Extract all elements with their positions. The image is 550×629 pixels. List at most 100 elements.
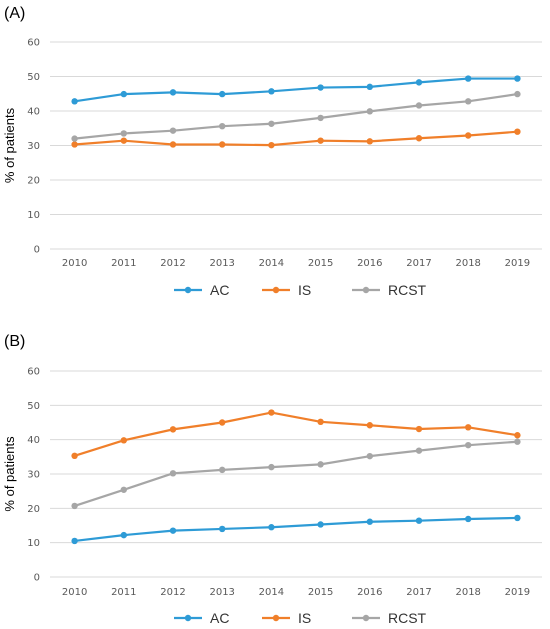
x-tick-label: 2011 — [111, 258, 136, 269]
data-point-is — [415, 135, 423, 142]
data-point-rcst — [317, 461, 324, 468]
y-tick-label: 60 — [27, 38, 40, 49]
legend-item-rcst: RCST — [352, 282, 427, 298]
data-point-rcst — [71, 502, 78, 510]
data-point-rcst — [219, 122, 226, 130]
data-point-rcst — [120, 130, 128, 137]
y-tick-label: 40 — [27, 107, 40, 118]
data-point-is — [465, 424, 472, 431]
data-point-rcst — [169, 127, 177, 134]
series-line-rcst — [74, 93, 518, 140]
data-point-rcst — [268, 463, 275, 471]
data-point-rcst — [415, 102, 423, 109]
series-line-ac — [74, 77, 518, 103]
x-tick-label: 2018 — [455, 258, 480, 269]
data-point-is — [317, 137, 324, 144]
data-point-is — [120, 437, 128, 444]
legend-label: IS — [298, 282, 311, 298]
data-point-ac — [71, 537, 78, 545]
legend-swatch-marker — [362, 614, 370, 622]
data-point-ac — [465, 75, 472, 82]
y-tick-label: 20 — [27, 176, 40, 187]
x-tick-label: 2011 — [111, 587, 136, 598]
x-tick-label: 2015 — [308, 587, 333, 598]
x-tick-label: 2016 — [357, 587, 382, 598]
data-point-is — [219, 141, 226, 148]
y-tick-label: 10 — [27, 210, 40, 221]
legend-item-ac: AC — [174, 282, 229, 298]
data-point-rcst — [415, 447, 423, 454]
data-point-ac — [120, 90, 128, 98]
x-tick-label: 2015 — [308, 258, 333, 269]
legend-label: RCST — [388, 282, 427, 298]
series-line-is — [74, 411, 518, 457]
legend-label: AC — [210, 610, 229, 626]
y-tick-label: 30 — [27, 141, 40, 152]
y-tick-label: 40 — [27, 435, 40, 446]
legend-label: RCST — [388, 610, 427, 626]
x-tick-label: 2016 — [357, 258, 382, 269]
data-point-is — [514, 128, 521, 135]
data-point-ac — [415, 517, 423, 524]
data-point-rcst — [465, 441, 472, 449]
data-point-is — [317, 418, 324, 426]
data-point-ac — [514, 75, 521, 82]
x-tick-label: 2017 — [406, 258, 431, 269]
x-tick-label: 2010 — [62, 587, 87, 598]
data-point-ac — [317, 521, 324, 528]
data-point-is — [268, 141, 275, 149]
data-point-rcst — [120, 486, 128, 493]
x-tick-label: 2012 — [160, 587, 185, 598]
data-point-rcst — [169, 470, 177, 477]
data-point-ac — [169, 89, 177, 96]
data-point-ac — [366, 518, 373, 525]
x-tick-label: 2012 — [160, 258, 185, 269]
y-tick-label: 50 — [27, 401, 40, 412]
x-tick-label: 2019 — [505, 587, 530, 598]
data-point-is — [268, 409, 275, 416]
data-point-is — [465, 132, 472, 139]
x-tick-label: 2018 — [455, 587, 480, 598]
data-point-is — [169, 141, 177, 148]
data-point-rcst — [514, 90, 521, 98]
x-tick-label: 2017 — [406, 587, 431, 598]
data-point-is — [514, 432, 521, 439]
data-point-rcst — [219, 466, 226, 474]
legend-swatch-marker — [272, 286, 280, 294]
legend-label: AC — [210, 282, 229, 298]
data-point-ac — [268, 524, 275, 531]
x-tick-label: 2013 — [209, 258, 234, 269]
data-point-ac — [219, 525, 226, 533]
y-tick-label: 20 — [27, 504, 40, 515]
data-point-is — [71, 452, 78, 460]
y-tick-label: 0 — [34, 245, 40, 256]
legend-item-is: IS — [262, 282, 311, 298]
y-tick-label: 30 — [27, 470, 40, 481]
data-point-ac — [71, 98, 78, 105]
series-line-ac — [74, 516, 518, 543]
panel-label: (B) — [4, 333, 25, 350]
legend-swatch-marker — [272, 614, 280, 622]
data-point-rcst — [71, 135, 78, 142]
legend-label: IS — [298, 610, 311, 626]
y-tick-label: 50 — [27, 72, 40, 83]
data-point-rcst — [317, 114, 324, 122]
data-point-ac — [514, 514, 521, 522]
data-point-is — [169, 426, 177, 433]
data-point-is — [366, 138, 373, 145]
y-axis-label: % of patients — [2, 107, 17, 183]
y-tick-label: 0 — [34, 573, 40, 584]
chart-panel-b: (B) % of patients 0 10 20 30 40 50 60 2010 2011 201… — [2, 333, 542, 626]
data-point-is — [366, 422, 373, 429]
y-tick-label: 60 — [27, 367, 40, 378]
data-point-rcst — [268, 120, 275, 127]
legend-item-rcst: RCST — [352, 610, 427, 626]
data-point-is — [71, 141, 78, 148]
legend-swatch-marker — [184, 614, 192, 622]
data-point-rcst — [465, 98, 472, 105]
x-tick-label: 2014 — [259, 258, 284, 269]
panel-label: (A) — [4, 5, 25, 22]
data-point-is — [120, 137, 128, 144]
data-point-ac — [219, 90, 226, 98]
x-tick-label: 2014 — [259, 587, 284, 598]
